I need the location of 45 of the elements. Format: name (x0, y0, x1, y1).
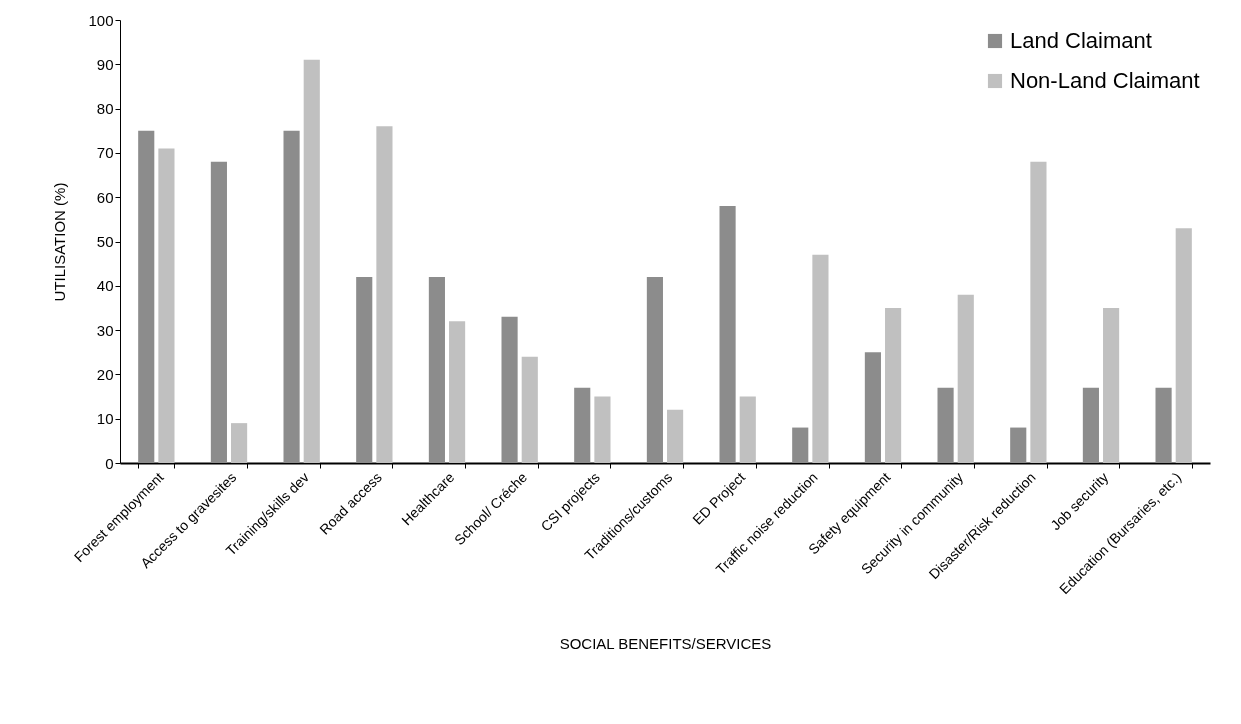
bar (957, 294, 974, 463)
y-tick-label: 30 (96, 321, 114, 339)
y-tick-label: 60 (96, 188, 114, 206)
y-tick-label: 10 (96, 410, 114, 428)
bar (667, 409, 684, 463)
bar (210, 161, 227, 463)
bar (283, 130, 300, 463)
bar (1082, 387, 1099, 463)
bar (449, 321, 466, 463)
y-tick-label: 100 (88, 11, 114, 29)
y-tick-label: 0 (105, 454, 114, 472)
bar (792, 427, 809, 463)
legend-label: Non-Land Claimant (1010, 68, 1200, 93)
y-tick-label: 80 (96, 100, 114, 118)
bar (521, 356, 538, 463)
legend-label: Land Claimant (1010, 28, 1152, 53)
y-tick-label: 40 (96, 277, 114, 295)
x-axis-title: SOCIAL BENEFITS/SERVICES (559, 635, 772, 653)
bar (1175, 228, 1192, 463)
bar (158, 148, 175, 463)
bar (231, 423, 248, 463)
bar (303, 59, 320, 463)
bar (1030, 161, 1047, 463)
bar (356, 276, 373, 463)
y-tick-label: 70 (96, 144, 114, 162)
y-axis-title: UTILISATION (%) (51, 182, 69, 302)
bar (428, 276, 445, 463)
bar (646, 276, 663, 463)
y-tick-label: 90 (96, 55, 114, 73)
bar (138, 130, 155, 463)
bar (937, 387, 954, 463)
bar (885, 307, 902, 463)
y-tick-label: 20 (96, 365, 114, 383)
bar (501, 316, 518, 463)
bar (812, 254, 829, 463)
y-tick-label: 50 (96, 233, 114, 250)
bar (594, 396, 611, 463)
bar (1103, 307, 1120, 463)
bar (719, 206, 736, 463)
bar (864, 352, 881, 463)
bar (376, 126, 393, 463)
bar (1155, 387, 1172, 463)
bar (739, 396, 756, 463)
bar (1010, 427, 1027, 463)
bar (574, 387, 591, 463)
